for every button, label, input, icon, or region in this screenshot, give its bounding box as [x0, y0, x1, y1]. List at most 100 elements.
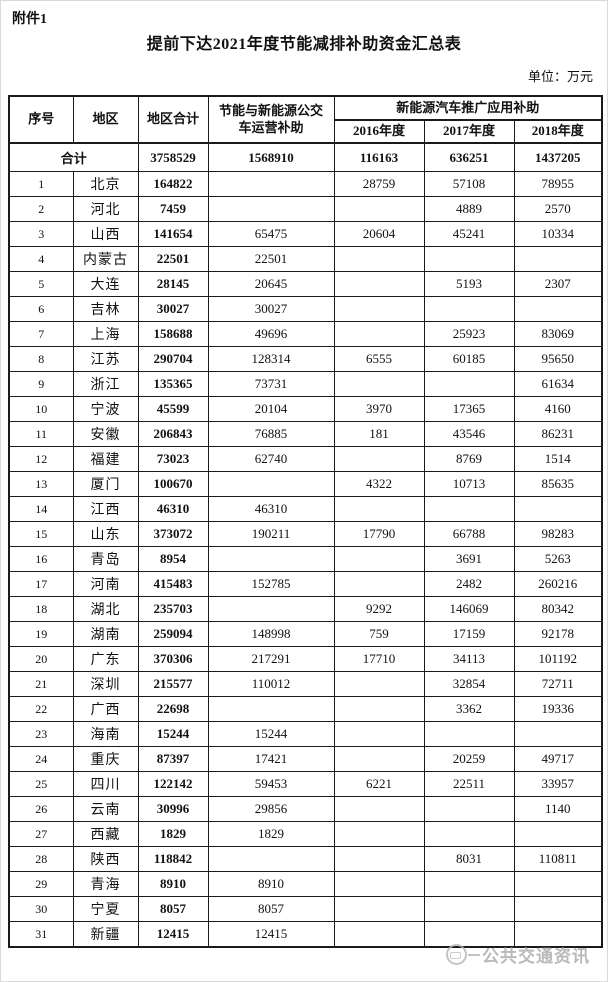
year-2016-cell	[333, 371, 425, 397]
region-cell: 新疆	[72, 921, 139, 948]
year-2016-cell	[333, 546, 425, 572]
year-2017-cell	[423, 371, 515, 397]
region-cell: 深圳	[72, 671, 139, 697]
year-2016-cell	[333, 571, 425, 597]
year-2018-cell	[513, 721, 603, 747]
bus-subsidy-cell: 110012	[207, 671, 335, 697]
year-2018-cell: 110811	[513, 846, 603, 872]
region-total-cell: 122142	[137, 771, 209, 797]
year-2017-cell	[423, 896, 515, 922]
year-2017-cell: 45241	[423, 221, 515, 247]
bus-subsidy-cell: 8057	[207, 896, 335, 922]
table-row: 22 广西 22698 3362 19336	[8, 696, 603, 722]
year-2016-cell	[333, 671, 425, 697]
seq-cell: 1	[8, 171, 74, 197]
region-cell: 广西	[72, 696, 139, 722]
year-2016-cell: 759	[333, 621, 425, 647]
year-2017-cell: 25923	[423, 321, 515, 347]
bus-subsidy-cell: 49696	[207, 321, 335, 347]
bus-subsidy-cell	[207, 471, 335, 497]
bus-subsidy-cell: 76885	[207, 421, 335, 447]
region-cell: 浙江	[72, 371, 139, 397]
bus-subsidy-cell	[207, 696, 335, 722]
seq-cell: 7	[8, 321, 74, 347]
year-2016-cell: 4322	[333, 471, 425, 497]
table-row: 11 安徽 206843 76885 181 43546 86231	[8, 421, 603, 447]
seq-cell: 26	[8, 796, 74, 822]
col-header-bus-subsidy: 节能与新能源公交车运营补助	[207, 95, 335, 144]
bus-subsidy-cell: 30027	[207, 296, 335, 322]
table-row: 10 宁波 45599 20104 3970 17365 4160	[8, 396, 603, 422]
bus-subsidy-cell: 1829	[207, 821, 335, 847]
year-2018-cell: 260216	[513, 571, 603, 597]
region-cell: 四川	[72, 771, 139, 797]
year-2018-cell	[513, 246, 603, 272]
table-row: 19 湖南 259094 148998 759 17159 92178	[8, 621, 603, 647]
bus-subsidy-cell: 8910	[207, 871, 335, 897]
bus-subsidy-cell: 217291	[207, 646, 335, 672]
year-2016-cell: 9292	[333, 596, 425, 622]
table-row: 13 厦门 100670 4322 10713 85635	[8, 471, 603, 497]
year-2016-cell	[333, 746, 425, 772]
col-header-2018: 2018年度	[513, 119, 603, 144]
year-2018-cell: 33957	[513, 771, 603, 797]
year-2016-cell	[333, 496, 425, 522]
col-header-nev-group: 新能源汽车推广应用补助	[333, 95, 603, 121]
region-total-cell: 22698	[137, 696, 209, 722]
table-row: 3 山西 141654 65475 20604 45241 10334	[8, 221, 603, 247]
region-cell: 青岛	[72, 546, 139, 572]
bus-subsidy-cell: 190211	[207, 521, 335, 547]
table-row: 27 西藏 1829 1829	[8, 821, 603, 847]
year-2018-cell: 2570	[513, 196, 603, 222]
seq-cell: 3	[8, 221, 74, 247]
year-2016-cell	[333, 846, 425, 872]
bus-subsidy-cell: 29856	[207, 796, 335, 822]
bus-subsidy-cell: 20104	[207, 396, 335, 422]
bus-subsidy-cell: 62740	[207, 446, 335, 472]
year-2017-cell	[423, 796, 515, 822]
year-2018-cell	[513, 496, 603, 522]
region-cell: 福建	[72, 446, 139, 472]
table-header: 序号 地区 地区合计 节能与新能源公交车运营补助 新能源汽车推广应用补助 201…	[8, 95, 603, 144]
col-header-2016: 2016年度	[333, 119, 425, 144]
seq-cell: 28	[8, 846, 74, 872]
year-2016-cell: 3970	[333, 396, 425, 422]
year-2016-cell: 181	[333, 421, 425, 447]
region-total-cell: 206843	[137, 421, 209, 447]
year-2018-cell: 95650	[513, 346, 603, 372]
seq-cell: 18	[8, 596, 74, 622]
year-2018-cell: 80342	[513, 596, 603, 622]
region-cell: 江西	[72, 496, 139, 522]
region-total-cell: 28145	[137, 271, 209, 297]
region-total-cell: 15244	[137, 721, 209, 747]
region-cell: 海南	[72, 721, 139, 747]
region-cell: 宁夏	[72, 896, 139, 922]
region-total-cell: 45599	[137, 396, 209, 422]
table-row: 17 河南 415483 152785 2482 260216	[8, 571, 603, 597]
year-2018-cell	[513, 896, 603, 922]
region-total-cell: 8910	[137, 871, 209, 897]
seq-cell: 20	[8, 646, 74, 672]
seq-cell: 27	[8, 821, 74, 847]
year-2017-cell	[423, 821, 515, 847]
year-2018-cell: 2307	[513, 271, 603, 297]
year-2016-cell	[333, 921, 425, 948]
bus-subsidy-cell	[207, 171, 335, 197]
seq-cell: 13	[8, 471, 74, 497]
seq-cell: 23	[8, 721, 74, 747]
region-total-cell: 135365	[137, 371, 209, 397]
region-total-cell: 1829	[137, 821, 209, 847]
year-2016-cell	[333, 246, 425, 272]
region-cell: 安徽	[72, 421, 139, 447]
seq-cell: 12	[8, 446, 74, 472]
year-2016-cell	[333, 821, 425, 847]
table-row: 9 浙江 135365 73731 61634	[8, 371, 603, 397]
table-row: 26 云南 30996 29856 1140	[8, 796, 603, 822]
region-cell: 江苏	[72, 346, 139, 372]
region-cell: 内蒙古	[72, 246, 139, 272]
bus-subsidy-cell: 59453	[207, 771, 335, 797]
bus-subsidy-cell: 128314	[207, 346, 335, 372]
region-cell: 云南	[72, 796, 139, 822]
table-row: 30 宁夏 8057 8057	[8, 896, 603, 922]
table-row: 24 重庆 87397 17421 20259 49717	[8, 746, 603, 772]
